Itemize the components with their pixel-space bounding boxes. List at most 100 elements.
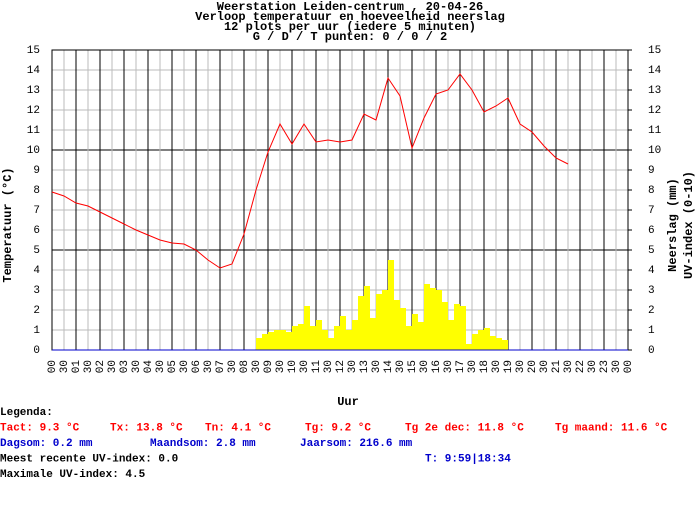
bar [310,326,316,350]
bar [496,338,502,350]
x-tick-label: 21 [551,360,563,374]
bar [394,300,400,350]
bar [328,338,334,350]
y2-tick-label: 6 [648,225,655,237]
x-tick-label: 30 [515,360,527,373]
bar [346,330,352,350]
y2-tick-label: 14 [648,65,662,77]
x-tick-label: 08 [239,360,251,373]
legend-text: Tg: 9.2 °C [305,422,371,434]
y2-tick-label: 0 [648,345,655,357]
bar [424,284,430,350]
uv-time: T: 9:59|18:34 [425,453,511,465]
bar [322,330,328,350]
x-tick-label: 30 [227,360,239,373]
bar [406,326,412,350]
x-tick-label: 30 [179,360,191,373]
y-tick-label: 3 [33,285,40,297]
y2-tick-label: 5 [648,245,655,257]
x-tick-label: 20 [527,360,539,373]
legend-text: Legenda: [0,407,53,419]
x-tick-label: 22 [575,360,587,373]
bar [352,320,358,350]
bar [364,286,370,350]
x-tick-label: 19 [503,360,515,373]
x-tick-label: 30 [443,360,455,373]
y2-tick-label: 9 [648,165,655,177]
bar [418,322,424,350]
bar [460,306,466,350]
x-tick-label: 00 [623,360,635,373]
y-tick-label: 11 [27,125,41,137]
y-tick-label: 1 [33,325,40,337]
x-tick-label: 30 [299,360,311,373]
x-tick-label: 03 [119,360,131,373]
y-tick-label: 10 [27,145,40,157]
y2-axis-label: Neerslag (mm) [666,178,680,272]
bar [370,318,376,350]
bar [334,326,340,350]
bar [340,316,346,350]
bar [316,320,322,350]
x-tick-label: 14 [383,360,395,374]
y-tick-label: 0 [33,345,40,357]
y2-tick-label: 2 [648,305,655,317]
x-tick-label: 00 [47,360,59,373]
x-tick-label: 16 [431,360,443,373]
bar [400,308,406,350]
bar [502,340,508,350]
legend-text: Tn: 4.1 °C [205,422,271,434]
y-tick-label: 14 [27,65,41,77]
bar [256,338,262,350]
bar [304,306,310,350]
legend-text: Tg maand: 11.6 °C [555,422,668,434]
x-tick-label: 30 [395,360,407,373]
y-tick-label: 15 [27,45,40,57]
legend-text: Maximale UV-index: 4.5 [0,469,146,481]
x-tick-label: 30 [371,360,383,373]
bar [298,324,304,350]
bar [274,330,280,350]
y-tick-label: 7 [33,205,40,217]
y2-tick-label: 10 [648,145,661,157]
x-tick-label: 18 [479,360,491,373]
x-tick-label: 06 [191,360,203,373]
x-tick-label: 30 [539,360,551,373]
y2-tick-label: 7 [648,205,655,217]
x-tick-label: 30 [155,360,167,373]
x-tick-label: 11 [311,360,323,374]
x-tick-label: 17 [455,360,467,373]
legend-text: Tg 2e dec: 11.8 °C [405,422,524,434]
temperature-line [51,73,569,269]
x-tick-label: 15 [407,360,419,373]
x-tick-label: 30 [347,360,359,373]
y-tick-label: 2 [33,305,40,317]
y2-tick-label: 1 [648,325,655,337]
bar [442,302,448,350]
x-tick-label: 23 [599,360,611,373]
bar [412,314,418,350]
bar [448,320,454,350]
x-tick-label: 30 [59,360,71,373]
x-tick-label: 30 [275,360,287,373]
x-tick-label: 05 [167,360,179,373]
subtitle: Verloop temperatuur en hoeveelheid neers… [195,10,505,24]
bar [430,288,436,350]
y2-tick-label: 11 [648,125,662,137]
y2-tick-label: 13 [648,85,661,97]
x-tick-label: 30 [467,360,479,373]
bar [454,304,460,350]
x-tick-label: 30 [131,360,143,373]
bar [376,294,382,350]
bar [388,260,394,350]
y2-tick-label: 8 [648,185,655,197]
y2-tick-label: 3 [648,285,655,297]
y2-tick-label: 12 [648,105,661,117]
x-axis-label: Uur [337,395,359,409]
legend-text: Jaarsom: 216.6 mm [300,438,413,450]
legend-text: Tx: 13.8 °C [110,422,183,434]
y-axis-label: Temperatuur (°C) [1,167,15,282]
x-tick-label: 30 [491,360,503,373]
legend-text: Tact: 9.3 °C [0,422,80,434]
